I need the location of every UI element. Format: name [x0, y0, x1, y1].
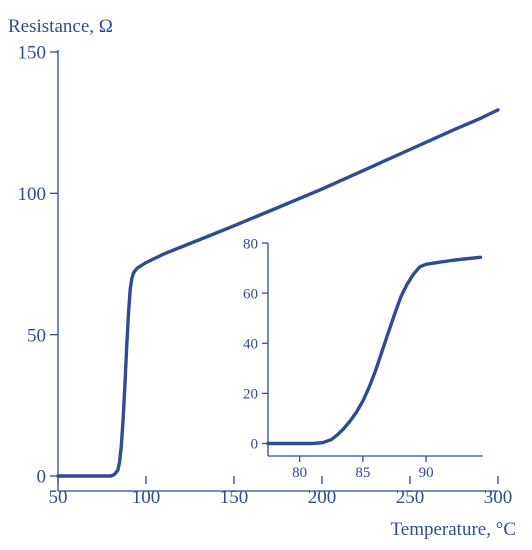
- main-y-tick-label: 0: [37, 467, 47, 488]
- main-x-tick-label: 100: [132, 487, 161, 508]
- inset-x-tick-label: 85: [355, 465, 370, 481]
- inset-chart: 80 85 90 0 20 40 60 80: [243, 236, 510, 481]
- main-y-tick-label: 100: [18, 184, 47, 205]
- main-y-tick-label: 150: [18, 43, 47, 64]
- inset-y-tick-label: 80: [243, 236, 258, 252]
- main-x-tick-label: 150: [220, 487, 249, 508]
- inset-background: [260, 236, 510, 462]
- main-x-tick-label: 300: [484, 487, 513, 508]
- x-axis-label: Temperature, °C: [391, 519, 517, 540]
- inset-series-line: [266, 255, 483, 446]
- main-x-tick-label: 200: [308, 487, 337, 508]
- inset-y-tick-label: 20: [243, 387, 258, 403]
- main-y-tick-label: 50: [27, 325, 46, 346]
- main-x-tick-label: 250: [396, 487, 425, 508]
- main-x-tick-label: 50: [49, 487, 68, 508]
- inset-ticks: 80 85 90 0 20 40 60 80: [243, 236, 434, 481]
- inset-x-tick-label: 80: [292, 465, 307, 481]
- inset-y-tick-label: 60: [243, 286, 258, 302]
- inset-y-tick-label: 0: [251, 437, 259, 453]
- inset-x-tick-label: 90: [419, 465, 434, 481]
- y-axis-label: Resistance, Ω: [8, 16, 113, 37]
- inset-y-tick-label: 40: [243, 336, 258, 352]
- main-series-line: [56, 108, 500, 478]
